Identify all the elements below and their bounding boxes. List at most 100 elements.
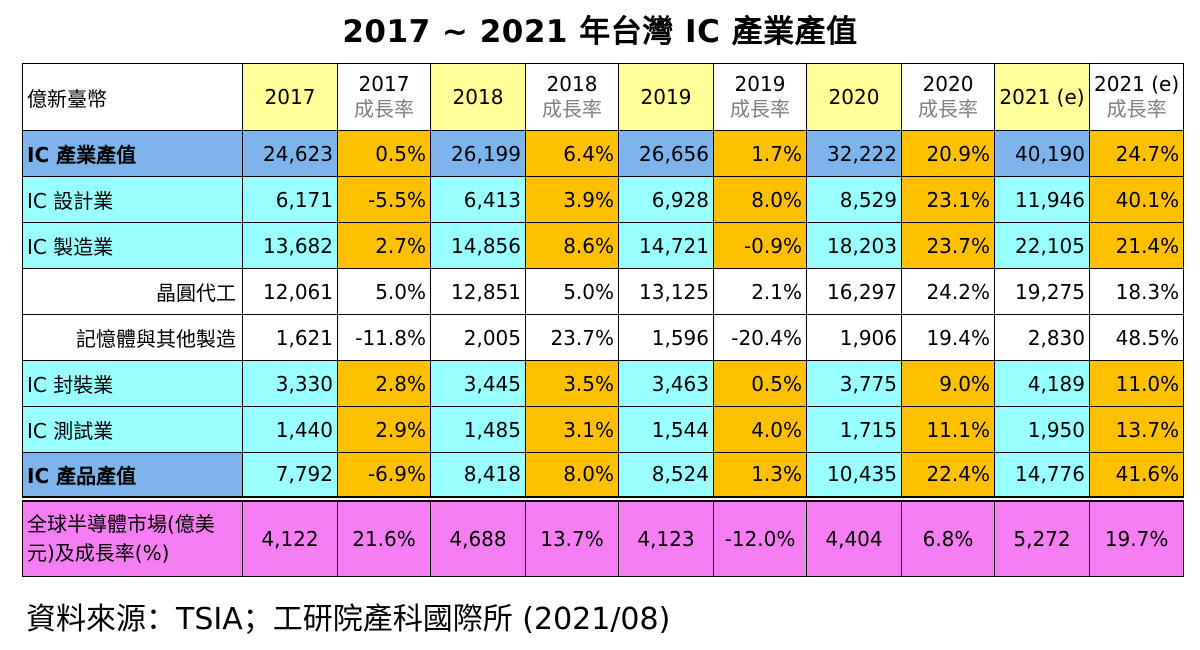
growth-cell: 8.6%: [525, 222, 619, 269]
value-cell: 4,122: [242, 495, 338, 577]
global-market-label: 全球半導體市場(億美 元)及成長率(%): [22, 495, 243, 577]
header-growth-sub: 成長率: [354, 97, 414, 121]
growth-cell: 41.6%: [1088, 452, 1185, 499]
growth-cell: 22.4%: [901, 452, 995, 499]
header-growth-year: 2018: [546, 72, 598, 96]
growth-cell: 21.4%: [1088, 222, 1185, 269]
row-label: IC 製造業: [22, 222, 243, 269]
value-cell: 4,189: [994, 360, 1090, 407]
header-year-2020: 2020: [806, 63, 902, 131]
table-row-ic-packaging: IC 封裝業 3,330 2.8% 3,445 3.5% 3,463 0.5% …: [22, 360, 1185, 407]
growth-cell: 6.4%: [525, 130, 619, 177]
value-cell: 1,596: [618, 314, 714, 361]
header-growth-sub: 成長率: [918, 97, 978, 121]
header-growth-sub: 成長率: [1106, 97, 1167, 121]
growth-cell: 9.0%: [901, 360, 995, 407]
header-year-2019: 2019: [618, 63, 714, 131]
growth-cell: -12.0%: [713, 495, 807, 577]
value-cell: 1,906: [806, 314, 902, 361]
growth-cell: 8.0%: [713, 176, 807, 223]
growth-cell: 1.3%: [713, 452, 807, 499]
value-cell: 14,776: [994, 452, 1090, 499]
value-cell: 1,950: [994, 406, 1090, 453]
growth-cell: -5.5%: [337, 176, 431, 223]
header-growth-2021e: 2021 (e) 成長率: [1088, 63, 1185, 131]
value-cell: 7,792: [242, 452, 338, 499]
growth-cell: 0.5%: [337, 130, 431, 177]
growth-cell: 19.4%: [901, 314, 995, 361]
growth-cell: -11.8%: [337, 314, 431, 361]
growth-cell: 2.1%: [713, 268, 807, 315]
ic-industry-table: 億新臺幣 2017 2017 成長率 2018 2018 成長率 2019 20…: [22, 63, 1185, 577]
growth-cell: -20.4%: [713, 314, 807, 361]
row-label: IC 封裝業: [22, 360, 243, 407]
growth-cell: 18.3%: [1088, 268, 1185, 315]
value-cell: 13,125: [618, 268, 714, 315]
value-cell: 1,621: [242, 314, 338, 361]
header-growth-year: 2019: [734, 72, 786, 96]
header-growth-2020: 2020 成長率: [901, 63, 995, 131]
value-cell: 26,199: [430, 130, 526, 177]
value-cell: 3,463: [618, 360, 714, 407]
growth-cell: 24.2%: [901, 268, 995, 315]
value-cell: 1,544: [618, 406, 714, 453]
global-market-label-line2: 元)及成長率(%): [27, 540, 170, 565]
value-cell: 19,275: [994, 268, 1090, 315]
growth-cell: 1.7%: [713, 130, 807, 177]
growth-cell: 23.7%: [525, 314, 619, 361]
header-year-2021e: 2021 (e): [994, 63, 1090, 131]
value-cell: 3,775: [806, 360, 902, 407]
header-growth-2019: 2019 成長率: [713, 63, 807, 131]
growth-cell: 11.0%: [1088, 360, 1185, 407]
growth-cell: 2.7%: [337, 222, 431, 269]
value-cell: 32,222: [806, 130, 902, 177]
growth-cell: 23.7%: [901, 222, 995, 269]
growth-cell: 13.7%: [1088, 406, 1185, 453]
growth-cell: 19.7%: [1088, 495, 1185, 577]
growth-cell: 2.9%: [337, 406, 431, 453]
header-growth-year: 2017: [358, 72, 410, 96]
growth-cell: 21.6%: [337, 495, 431, 577]
value-cell: 8,529: [806, 176, 902, 223]
table-row-ic-testing: IC 測試業 1,440 2.9% 1,485 3.1% 1,544 4.0% …: [22, 406, 1185, 453]
global-market-label-line1: 全球半導體市場(億美: [27, 511, 215, 536]
growth-cell: 40.1%: [1088, 176, 1185, 223]
growth-cell: 2.8%: [337, 360, 431, 407]
value-cell: 4,123: [618, 495, 714, 577]
growth-cell: -6.9%: [337, 452, 431, 499]
value-cell: 8,418: [430, 452, 526, 499]
growth-cell: 48.5%: [1088, 314, 1185, 361]
table-row-global-market: 全球半導體市場(億美 元)及成長率(%) 4,122 21.6% 4,688 1…: [22, 495, 1185, 577]
table-row-foundry: 晶圓代工 12,061 5.0% 12,851 5.0% 13,125 2.1%…: [22, 268, 1185, 315]
table-row-ic-design: IC 設計業 6,171 -5.5% 6,413 3.9% 6,928 8.0%…: [22, 176, 1185, 223]
page-title: 2017 ~ 2021 年台灣 IC 產業產值: [342, 14, 858, 50]
value-cell: 1,440: [242, 406, 338, 453]
value-cell: 11,946: [994, 176, 1090, 223]
value-cell: 4,404: [806, 495, 902, 577]
table-row-ic-product-total: IC 產品產值 7,792 -6.9% 8,418 8.0% 8,524 1.3…: [22, 452, 1185, 499]
header-year-2017: 2017: [242, 63, 338, 131]
header-growth-year: 2021 (e): [1094, 72, 1180, 96]
row-label: IC 產品產值: [22, 452, 243, 499]
value-cell: 3,445: [430, 360, 526, 407]
growth-cell: 8.0%: [525, 452, 619, 499]
value-cell: 6,928: [618, 176, 714, 223]
value-cell: 26,656: [618, 130, 714, 177]
growth-cell: 5.0%: [337, 268, 431, 315]
value-cell: 1,715: [806, 406, 902, 453]
growth-cell: 23.1%: [901, 176, 995, 223]
value-cell: 4,688: [430, 495, 526, 577]
growth-cell: 5.0%: [525, 268, 619, 315]
value-cell: 24,623: [242, 130, 338, 177]
growth-cell: 13.7%: [525, 495, 619, 577]
row-label: IC 測試業: [22, 406, 243, 453]
value-cell: 6,171: [242, 176, 338, 223]
value-cell: 16,297: [806, 268, 902, 315]
value-cell: 14,721: [618, 222, 714, 269]
growth-cell: -0.9%: [713, 222, 807, 269]
growth-cell: 3.5%: [525, 360, 619, 407]
value-cell: 18,203: [806, 222, 902, 269]
row-label: 記憶體與其他製造: [22, 314, 243, 361]
table-row-ic-industry-total: IC 產業產值 24,623 0.5% 26,199 6.4% 26,656 1…: [22, 130, 1185, 177]
growth-cell: 0.5%: [713, 360, 807, 407]
